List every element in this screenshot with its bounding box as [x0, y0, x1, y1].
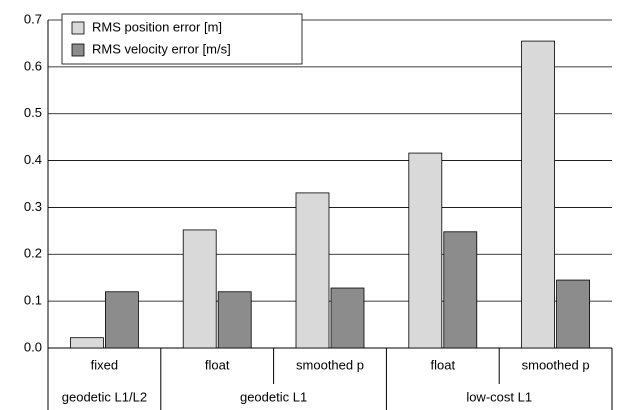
- bar: [295, 192, 330, 349]
- group-label: low-cost L1: [466, 389, 532, 404]
- bar: [443, 231, 478, 349]
- bar: [408, 152, 443, 349]
- x-tick-label: fixed: [91, 357, 118, 372]
- bar: [70, 337, 104, 349]
- bar: [105, 291, 139, 349]
- bar: [330, 287, 365, 349]
- y-tick-label: 0.4: [24, 152, 42, 167]
- x-tick-label: float: [205, 357, 230, 372]
- y-tick-label: 0.5: [24, 105, 42, 120]
- y-tick-label: 0.0: [24, 339, 42, 354]
- x-tick-label: smoothed p: [296, 357, 364, 372]
- bar: [217, 291, 252, 349]
- legend-swatch: [71, 21, 85, 35]
- legend-swatch: [71, 43, 85, 57]
- bar: [182, 229, 217, 349]
- y-tick-label: 0.6: [24, 58, 42, 73]
- group-label: geodetic L1/L2: [62, 389, 147, 404]
- legend-box: [61, 13, 303, 65]
- legend-label: RMS position error [m]: [92, 19, 222, 34]
- y-tick-label: 0.3: [24, 199, 42, 214]
- x-tick-label: smoothed p: [522, 357, 590, 372]
- bar: [556, 279, 590, 349]
- bar: [521, 40, 555, 349]
- y-tick-label: 0.7: [24, 11, 42, 26]
- y-tick-label: 0.1: [24, 293, 42, 308]
- x-tick-label: float: [431, 357, 456, 372]
- legend-label: RMS velocity error [m/s]: [92, 41, 231, 56]
- group-label: geodetic L1: [240, 389, 307, 404]
- y-tick-label: 0.2: [24, 246, 42, 261]
